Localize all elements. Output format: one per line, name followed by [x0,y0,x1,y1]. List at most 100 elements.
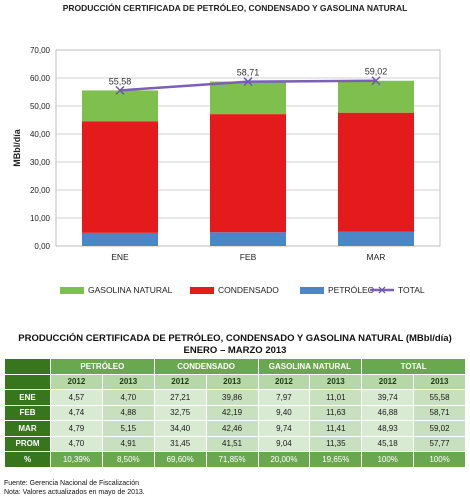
table-cell: 48,93 [361,420,415,437]
y-tick-label: 60,00 [30,74,51,83]
legend-label: GASOLINA NATURAL [88,285,173,295]
table-corner-cell [4,358,51,375]
table-cell: 4,70 [50,435,103,452]
stacked-bar-chart: 0,00 10,00 20,00 30,00 40,00 50,00 60,00 70,00 M… [12,46,441,295]
table-group-total: TOTAL [361,358,466,375]
table-row: % 10,39% 8,50% 69,60% 71,85% 20,00% 19,65% 100%… [4,451,466,468]
table-cell: 4,70 [101,389,155,406]
table-row-label: % [4,451,51,468]
y-tick-label: 50,00 [30,102,51,111]
table-cell: 46,88 [361,404,415,421]
table-cell: 11,63 [309,404,363,421]
table-year-header: 2012 [257,373,311,390]
table-year-header: 2013 [413,373,466,390]
table-cell: 4,74 [50,404,103,421]
table-row: FEB 4,74 4,88 32,75 42,19 9,40 11,63 46,88 58,71 [4,404,466,421]
legend-label: CONDENSADO [218,285,279,295]
table-row: PROM 4,70 4,91 31,45 41,51 9,04 11,35 45,18 57,7… [4,435,466,452]
bar-gasolina-natural [82,90,158,122]
production-table-wrap: PETRÓLEO CONDENSADO GASOLINA NATURAL TOT… [4,358,466,468]
table-cell: 100% [361,451,415,468]
table-year-header: 2012 [361,373,415,390]
table-cell: 4,79 [50,420,103,437]
table-year-header: 2012 [50,373,103,390]
y-tick-label: 40,00 [30,130,51,139]
y-tick-label: 70,00 [30,46,51,55]
total-marker [243,77,253,87]
table-group-petroleo: PETRÓLEO [50,358,155,375]
table-cell: 58,71 [413,404,466,421]
table-cell: 10,39% [50,451,103,468]
total-data-label: 59,02 [365,67,388,77]
table-cell: 39,74 [361,389,415,406]
table-row-label: MAR [4,420,51,437]
table-cell: 57,77 [413,435,466,452]
production-table: PETRÓLEO CONDENSADO GASOLINA NATURAL TOT… [4,358,466,468]
table-cell: 4,91 [101,435,155,452]
legend-swatch [60,287,84,294]
bar-condensado [82,121,158,233]
table-cell: 11,41 [309,420,363,437]
table-cell: 5,15 [101,420,155,437]
table-year-header: 2013 [309,373,363,390]
table-group-header-row: PETRÓLEO CONDENSADO GASOLINA NATURAL TOT… [4,358,466,375]
bar-condensado [210,114,286,233]
table-group-condensado: CONDENSADO [153,358,259,375]
table-cell: 34,40 [153,420,207,437]
y-tick-label: 10,00 [30,214,51,223]
total-data-label: 58,71 [237,68,260,78]
table-row: ENE 4,57 4,70 27,21 39,86 7,97 11,01 39,74 55,58 [4,389,466,406]
table-cell: 9,40 [257,404,311,421]
table-row-label: FEB [4,404,51,421]
legend-swatch [300,287,324,294]
table-cell: 19,65% [309,451,363,468]
y-tick-label: 20,00 [30,186,51,195]
table-cell: 32,75 [153,404,207,421]
bar-petr-leo [338,231,414,246]
table-row-label: PROM [4,435,51,452]
legend-swatch [190,287,214,294]
total-marker [115,85,125,95]
table-year-header: 2013 [101,373,155,390]
table-cell: 55,58 [413,389,466,406]
source-note: Fuente: Gerencia Nacional de Fiscalizaci… [4,480,140,487]
x-tick-label: ENE [111,252,129,262]
table-cell: 8,50% [101,451,155,468]
table-title: PRODUCCIÓN CERTIFICADA DE PETRÓLEO, COND… [18,333,452,356]
table-year-header: 2012 [153,373,207,390]
legend-label: PETRÓLEO [328,285,375,295]
table-cell: 27,21 [153,389,207,406]
chart-title: PRODUCCIÓN CERTIFICADA DE PETRÓLEO, COND… [62,3,408,13]
total-marker [371,76,381,86]
table-year-header: 2013 [205,373,259,390]
bar-gasolina-natural [210,81,286,115]
total-data-label: 55,58 [109,76,132,86]
table-cell: 69,60% [153,451,207,468]
y-tick-label: 0,00 [34,242,50,251]
table-cell: 59,02 [413,420,466,437]
table-year-header-row: 2012 2013 2012 2013 2012 2013 2012 2013 [4,373,466,390]
x-tick-label: FEB [240,252,257,262]
table-cell: 7,97 [257,389,311,406]
table-cell: 9,74 [257,420,311,437]
table-cell: 11,35 [309,435,363,452]
table-corner-cell [4,373,51,390]
table-cell: 71,85% [205,451,259,468]
update-note: Nota: Valores actualizados en mayo de 20… [4,489,145,496]
table-body: ENE 4,57 4,70 27,21 39,86 7,97 11,01 39,74 55,58… [4,389,466,468]
table-cell: 42,19 [205,404,259,421]
table-cell: 41,51 [205,435,259,452]
bar-gasolina-natural [338,80,414,113]
x-tick-label: MAR [367,252,386,262]
table-cell: 9,04 [257,435,311,452]
table-cell: 39,86 [205,389,259,406]
y-axis-label: MBbl/día [12,128,22,166]
table-cell: 45,18 [361,435,415,452]
table-notes: Fuente: Gerencia Nacional de Fiscalizaci… [4,479,145,497]
legend-marker-total [378,286,386,294]
table-cell: 31,45 [153,435,207,452]
table-row-label: ENE [4,389,51,406]
table-cell: 20,00% [257,451,311,468]
table-cell: 4,57 [50,389,103,406]
bar-petr-leo [82,232,158,246]
